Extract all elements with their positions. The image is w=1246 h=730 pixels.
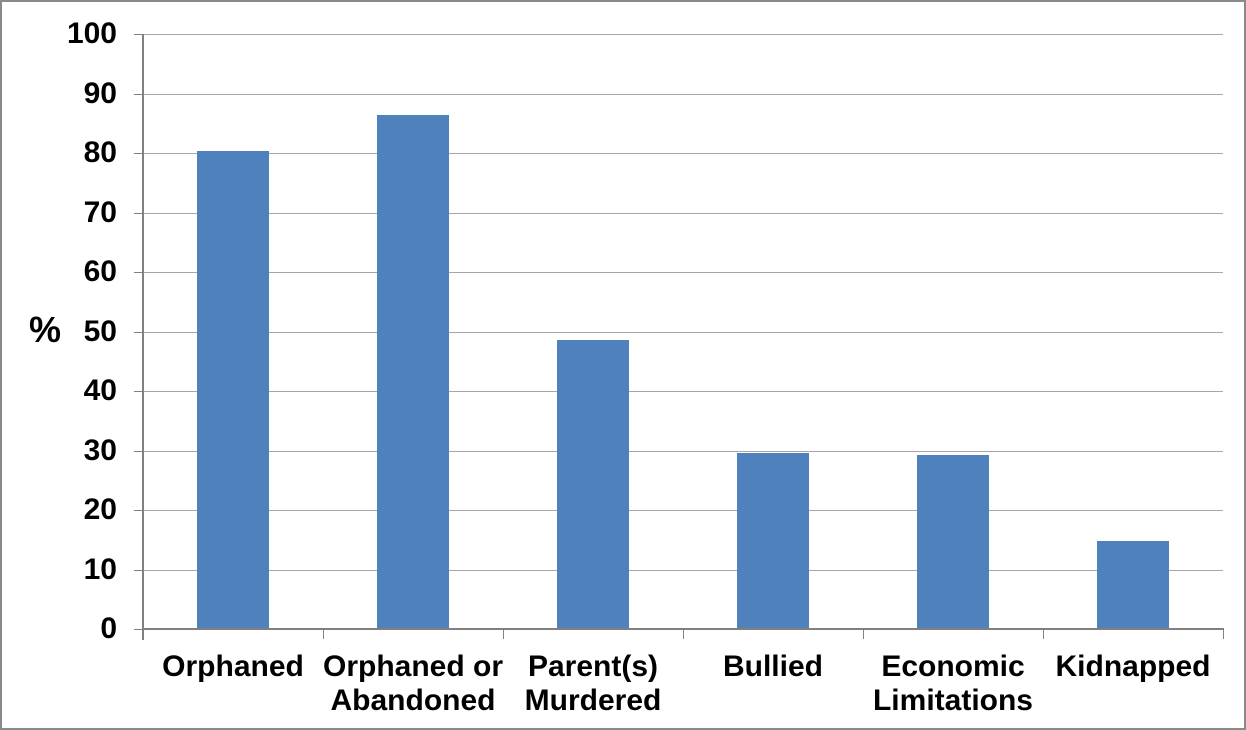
x-axis-tick <box>323 629 324 639</box>
x-axis-tick <box>683 629 684 639</box>
y-axis-tick <box>134 450 143 452</box>
gridline <box>143 569 1223 571</box>
y-axis-tick-label: 90 <box>83 76 117 110</box>
gridline <box>143 391 1223 392</box>
y-axis-line <box>142 34 144 640</box>
gridline <box>143 93 1223 95</box>
y-axis-tick <box>134 510 143 511</box>
y-axis-tick-label: 30 <box>83 433 117 467</box>
gridline <box>143 34 1223 35</box>
x-axis-category-label: Orphaned or Abandoned <box>322 650 503 717</box>
x-axis-tick <box>1223 629 1224 639</box>
x-axis-category-label: Economic Limitations <box>872 650 1033 717</box>
gridline <box>143 212 1223 214</box>
y-axis-tick <box>134 629 143 630</box>
gridline <box>143 510 1223 511</box>
x-axis-category-label: Kidnapped <box>1055 650 1211 683</box>
x-axis-tick <box>863 629 864 639</box>
y-axis-tick-label: 10 <box>83 552 117 586</box>
bar-orphaned-or <box>377 114 449 629</box>
y-axis-tick <box>134 212 143 214</box>
y-axis-tick <box>134 391 143 392</box>
x-axis-tick <box>143 629 144 639</box>
y-axis-tick <box>134 34 143 35</box>
bar-kidnapped <box>1097 540 1169 629</box>
y-axis-tick <box>134 331 143 333</box>
y-axis-tick <box>134 272 143 273</box>
y-axis-tick <box>134 153 143 154</box>
y-axis-tick-label: 20 <box>83 493 117 526</box>
y-axis-tick-label: 80 <box>83 136 117 169</box>
y-axis-tick-label: 50 <box>83 314 117 348</box>
y-axis-tick-label: 40 <box>83 374 117 407</box>
bar-orphaned <box>197 151 269 629</box>
y-axis-tick-label: 60 <box>83 255 117 288</box>
bar-parent-s- <box>557 339 629 629</box>
bar-bullied <box>737 453 809 629</box>
gridline <box>143 450 1223 452</box>
x-axis-tick <box>503 629 504 639</box>
x-axis-category-label: Parent(s) Murdered <box>524 650 662 717</box>
y-axis-tick-label: 70 <box>83 195 117 229</box>
y-axis-tick-label: 0 <box>100 612 117 645</box>
x-axis-category-label: Orphaned <box>162 650 304 683</box>
y-axis-tick-label: 100 <box>66 17 117 50</box>
gridline <box>143 153 1223 154</box>
y-axis-tick <box>134 93 143 95</box>
gridline <box>143 272 1223 273</box>
x-axis-category-label: Bullied <box>722 650 823 683</box>
y-axis-tick <box>134 569 143 571</box>
y-axis-title: % <box>29 309 62 350</box>
gridline <box>143 331 1223 333</box>
x-axis-tick <box>1043 629 1044 639</box>
bar-economic <box>917 455 989 629</box>
plot-area <box>143 34 1223 629</box>
